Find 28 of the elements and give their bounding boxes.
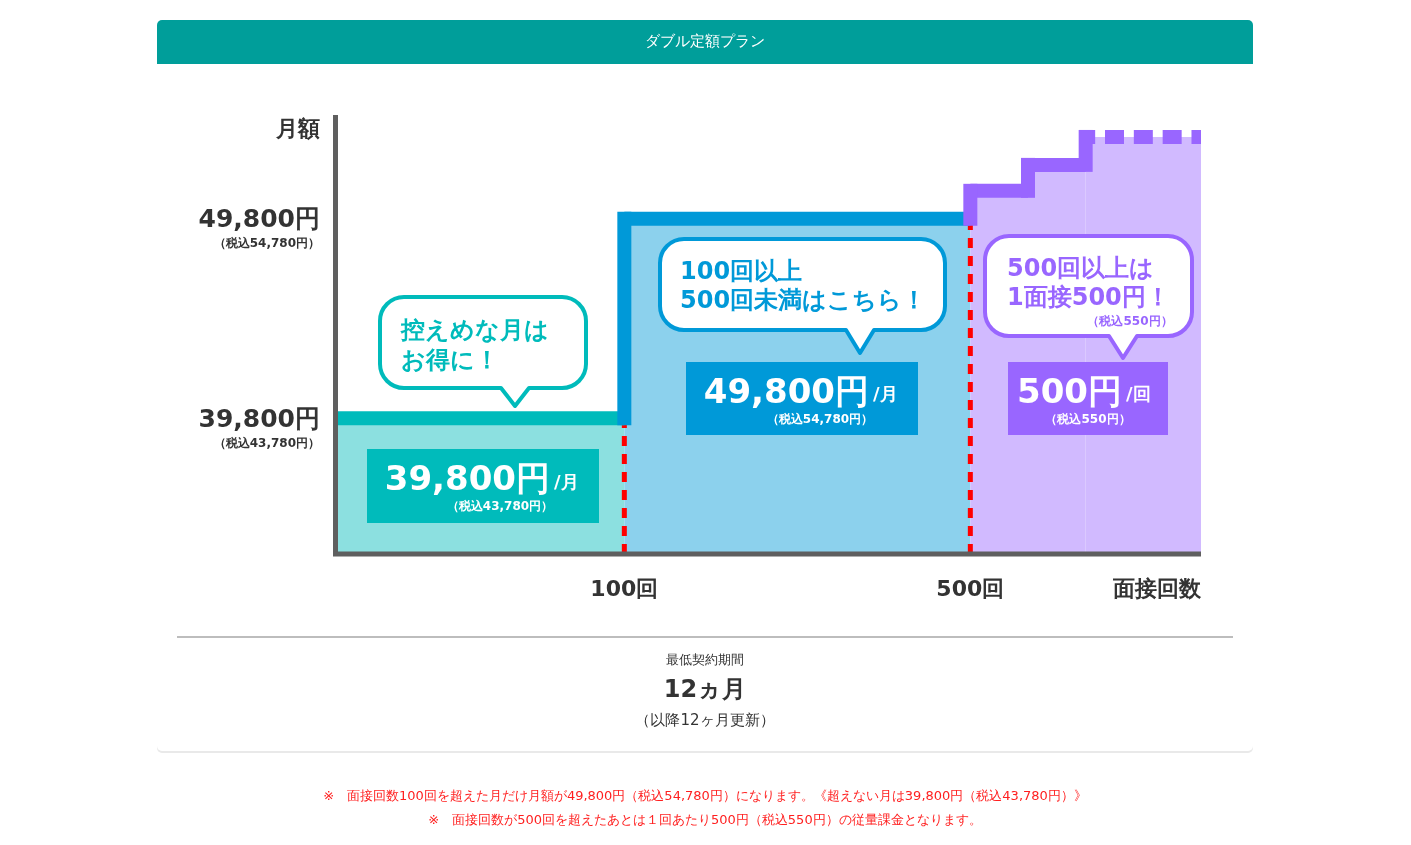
- annotation: （税込43,780円）: [446, 499, 554, 513]
- annotation: 100回以上: [680, 257, 803, 285]
- annotation: お得に！: [401, 346, 499, 374]
- annotation: 49,800円: [703, 371, 869, 411]
- text: （以降12ヶ月更新）: [635, 711, 775, 729]
- annotation: 500回以上は: [1007, 254, 1155, 282]
- text: ※ 面接回数が500回を超えたあとは１回あたり500円（税込550円）の従量課金となります。: [428, 811, 982, 827]
- chart-title: ダブル定額プラン: [645, 32, 765, 50]
- annotation: /回: [1126, 382, 1151, 404]
- annotation: /月: [873, 382, 898, 404]
- text: ※ 面接回数100回を超えた月だけ月額が49,800円（税込54,780円）になります。《超えない月は39,800円（税込43,780円）》: [323, 787, 1087, 803]
- x-tick-label: 100回: [590, 575, 659, 601]
- x-tick-label: 500回: [936, 575, 1005, 601]
- text: 最低契約期間: [666, 651, 744, 667]
- y-axis-title: 月額: [275, 115, 320, 141]
- text: 12ヵ月: [663, 675, 747, 703]
- annotation: 39,800円: [384, 458, 550, 498]
- annotation: 500回未満はこちら！: [680, 286, 927, 314]
- x-axis-title: 面接回数: [1112, 575, 1202, 601]
- annotation: 1面接500円！: [1007, 283, 1170, 311]
- annotation: /月: [554, 470, 579, 492]
- annotation: 500円: [1017, 371, 1122, 411]
- text: （税込43,780円）: [213, 436, 320, 450]
- annotation: （税込54,780円）: [766, 412, 874, 426]
- annotation: （税込550円）: [1087, 314, 1173, 328]
- annotation: 控えめな月は: [400, 316, 549, 344]
- annotation: （税込550円）: [1045, 412, 1131, 426]
- text: （税込54,780円）: [213, 236, 320, 250]
